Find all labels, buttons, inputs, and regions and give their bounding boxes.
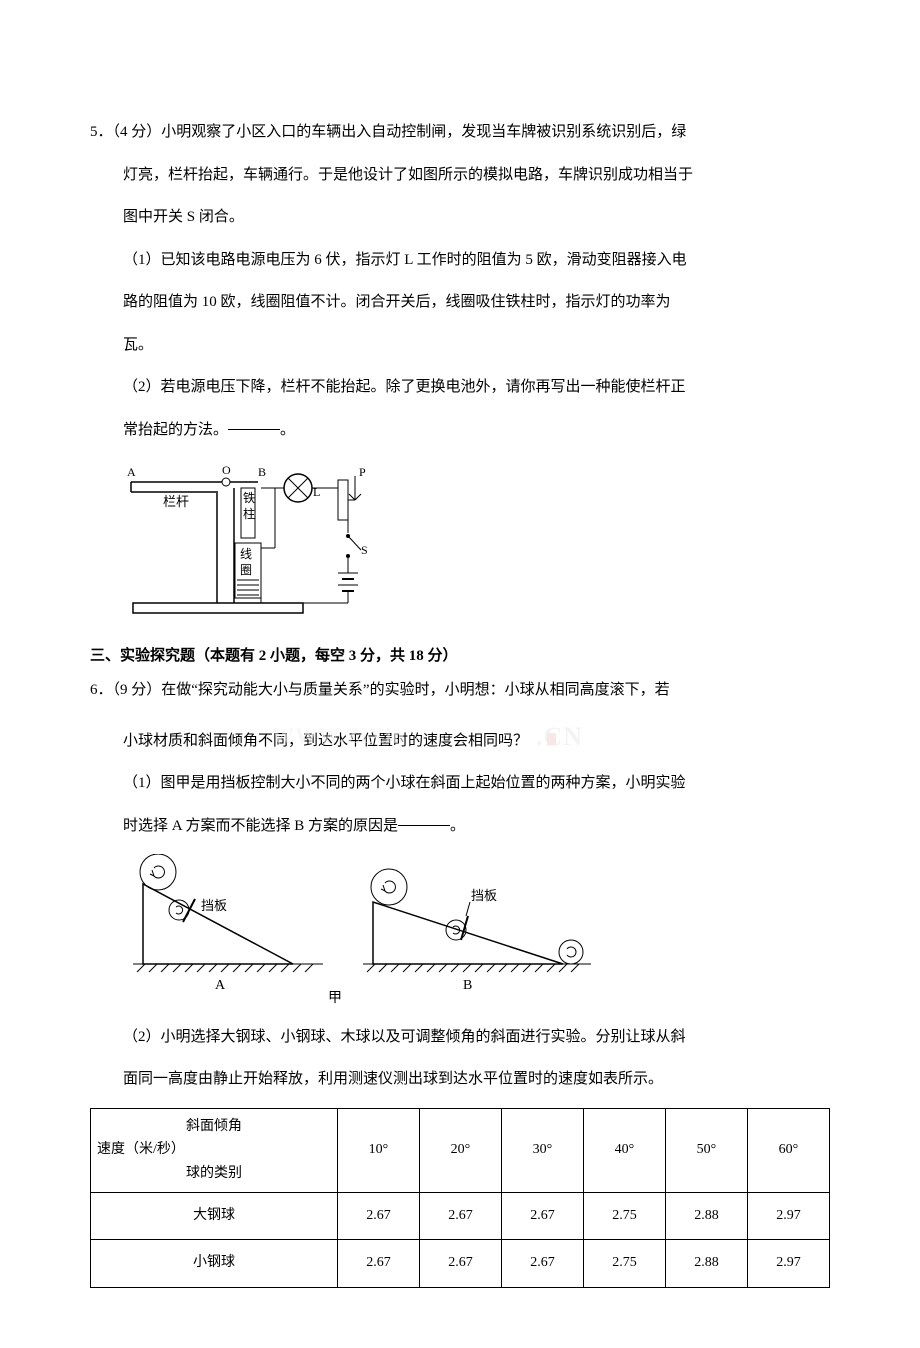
q6-p1b-line: 时选择 A 方案而不能选择 B 方案的原因是 。 — [90, 812, 830, 841]
label-Bfig: B — [463, 978, 472, 993]
row0-label: 大钢球 — [91, 1192, 338, 1240]
label-coil2: 圈 — [240, 563, 252, 577]
label-S: S — [361, 543, 368, 557]
label-A: A — [215, 978, 226, 993]
q5-p2a: （2）若电源电压下降，栏杆不能抬起。除了更换电池外，请你再写出一种能使栏杆正 — [90, 373, 830, 402]
q6-table: 斜面倾角 速度（米/秒） 球的类别 10° 20° 30° 40° 50° 60… — [90, 1108, 830, 1289]
table-row: 大钢球 2.67 2.67 2.67 2.75 2.88 2.97 — [91, 1192, 830, 1240]
q6-p2a: （2）小明选择大钢球、小钢球、木球以及可调整倾角的斜面进行实验。分别让球从斜 — [90, 1023, 830, 1052]
q6-line2-wrap: 小球材质和斜面倾角不同，到达水平位置时的速度会相同吗？ WWW.ZiXin .C… — [90, 719, 830, 756]
col-60: 60° — [747, 1108, 829, 1192]
cell: 2.67 — [501, 1240, 583, 1288]
col-40: 40° — [583, 1108, 665, 1192]
cell: 2.88 — [665, 1240, 747, 1288]
cell: 2.67 — [419, 1240, 501, 1288]
label-baffle-b: 挡板 — [471, 888, 497, 903]
q5-line1: 5．（4 分）小明观察了小区入口的车辆出入自动控制闸，发现当车牌被识别系统识别后… — [90, 118, 830, 147]
cell: 2.97 — [747, 1240, 829, 1288]
corner2: 速度（米/秒） — [97, 1138, 331, 1162]
q5-p2b-line: 常抬起的方法。 。 — [90, 416, 830, 445]
q5-p2c: 。 — [280, 422, 295, 438]
cell: 2.75 — [583, 1192, 665, 1240]
label-jia: 甲 — [328, 991, 342, 1004]
col-50: 50° — [665, 1108, 747, 1192]
page: 5．（4 分）小明观察了小区入口的车辆出入自动控制闸，发现当车牌被识别系统识别后… — [0, 0, 920, 1348]
table-corner: 斜面倾角 速度（米/秒） 球的类别 — [91, 1108, 338, 1192]
label-O: O — [222, 463, 231, 477]
col-10: 10° — [337, 1108, 419, 1192]
q5-p2b: 常抬起的方法。 — [123, 422, 228, 438]
label-bar: 栏杆 — [163, 494, 189, 509]
label-iron1: 铁 — [243, 491, 255, 505]
svg-text:WWW.ZiXin: WWW.ZiXin — [272, 725, 406, 747]
q5-p1c: 瓦。 — [90, 331, 830, 360]
table-row: 小钢球 2.67 2.67 2.67 2.75 2.88 2.97 — [91, 1240, 830, 1288]
svg-text:∎: ∎ — [544, 725, 559, 749]
q6-p1a: （1）图甲是用挡板控制大小不同的两个小球在斜面上起始位置的两种方案，小明实验 — [90, 769, 830, 798]
q5-figure: O A B 铁 柱 线 圈 栏杆 L — [123, 458, 830, 634]
table-header-row: 斜面倾角 速度（米/秒） 球的类别 10° 20° 30° 40° 50° 60… — [91, 1108, 830, 1192]
cell: 2.97 — [747, 1192, 829, 1240]
q6-p1b: 时选择 A 方案而不能选择 B 方案的原因是 — [123, 818, 398, 834]
q5-line3: 图中开关 S 闭合。 — [90, 203, 830, 232]
label-L: L — [313, 485, 320, 499]
corner1: 斜面倾角 — [97, 1115, 331, 1139]
q5-line2: 灯亮，栏杆抬起，车辆通行。于是他设计了如图所示的模拟电路，车牌识别成功相当于 — [90, 161, 830, 190]
label-baffle-a: 挡板 — [201, 898, 227, 913]
q6-p1c: 。 — [450, 818, 465, 834]
q5-p1a: （1）已知该电路电源电压为 6 伏，指示灯 L 工作时的阻值为 5 欧，滑动变阻… — [90, 246, 830, 275]
label-coil1: 线 — [240, 547, 252, 561]
cell: 2.67 — [501, 1192, 583, 1240]
q6-line1: 6．（9 分）在做“探究动能大小与质量关系”的实验时，小明想：小球从相同高度滚下… — [90, 676, 830, 705]
corner3: 球的类别 — [97, 1162, 331, 1186]
cell: 2.67 — [337, 1240, 419, 1288]
cell: 2.88 — [665, 1192, 747, 1240]
label-A: A — [127, 465, 136, 479]
blank-line — [228, 428, 280, 430]
label-P: P — [359, 465, 366, 479]
label-B: B — [258, 465, 266, 479]
label-iron2: 柱 — [243, 506, 255, 521]
cell: 2.75 — [583, 1240, 665, 1288]
row1-label: 小钢球 — [91, 1240, 338, 1288]
q6-figure: 挡板 A 挡板 — [123, 854, 830, 1015]
col-20: 20° — [419, 1108, 501, 1192]
q6-p2b: 面同一高度由静止开始释放，利用测速仪测出球到达水平位置时的速度如表所示。 — [90, 1065, 830, 1094]
blank-line-2 — [398, 824, 450, 826]
col-30: 30° — [501, 1108, 583, 1192]
q5-p1b: 路的阻值为 10 欧，线圈阻值不计。闭合开关后，线圈吸住铁柱时，指示灯的功率为 — [90, 288, 830, 317]
section3-heading: 三、实验探究题（本题有 2 小题，每空 3 分，共 18 分） — [90, 642, 830, 671]
cell: 2.67 — [337, 1192, 419, 1240]
cell: 2.67 — [419, 1192, 501, 1240]
